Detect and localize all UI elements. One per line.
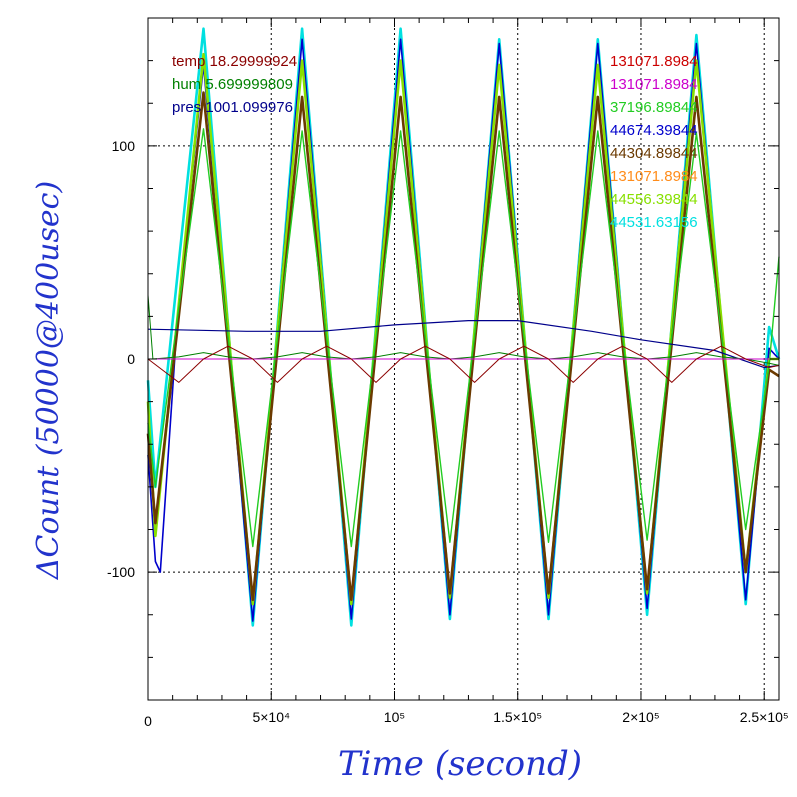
series-line-8 (147, 345, 780, 383)
legend-right-entry: 131071.8984 (610, 76, 698, 93)
series-line-5 (147, 320, 780, 369)
legend-right-entry: 131071.8984 (610, 53, 698, 70)
y-axis-label: ΔCount (50000@400usec) (31, 181, 66, 580)
legend-right-entry: 44304.89844 (610, 145, 698, 162)
legend-left-entry: hum 5.699999809 (172, 76, 293, 93)
y-tick-label: 100 (112, 138, 136, 154)
series-line-6 (147, 295, 780, 366)
x-tick-label: 0 (144, 713, 152, 729)
x-tick-label: 10⁵ (384, 709, 405, 725)
series-lines (146, 27, 781, 627)
legend-left: temp 18.29999924 hum 5.699999809 pres 1001… (172, 53, 297, 116)
x-tick-label: 2.5×10⁵ (740, 709, 789, 725)
x-tick-label: 5×10⁴ (252, 709, 290, 725)
legend-right-entry: 44674.39844 (610, 122, 698, 139)
legend-right-entry: 37196.89844 (610, 99, 698, 116)
series-line-3 (146, 91, 780, 602)
series-line-0 (146, 27, 781, 627)
x-axis-label: Time (second) (338, 744, 582, 784)
y-tick-label: 0 (127, 351, 135, 367)
axis-ticks (147, 17, 779, 701)
x-tick-label: 2×10⁵ (622, 709, 659, 725)
tick-labels: 0 5×10⁴ 10⁵ 1.5×10⁵ 2×10⁵ 2.5×10⁵ 100 0 -100 (107, 138, 789, 729)
legend-right-entry: 131071.8984 (610, 168, 698, 185)
series-line-2 (146, 52, 779, 606)
series-line-4 (147, 128, 780, 548)
x-tick-label: 1.5×10⁵ (493, 709, 542, 725)
y-tick-label: -100 (107, 564, 135, 580)
legend-right-entry: 44556.39844 (610, 191, 698, 208)
legend-left-entry: temp 18.29999924 (172, 53, 297, 70)
legend-left-entry: pres 1001.099976 (172, 99, 293, 116)
legend-right-entry: 44531.63156 (610, 214, 698, 231)
legend-right: 131071.8984 131071.8984 37196.89844 44674.3… (610, 53, 698, 231)
